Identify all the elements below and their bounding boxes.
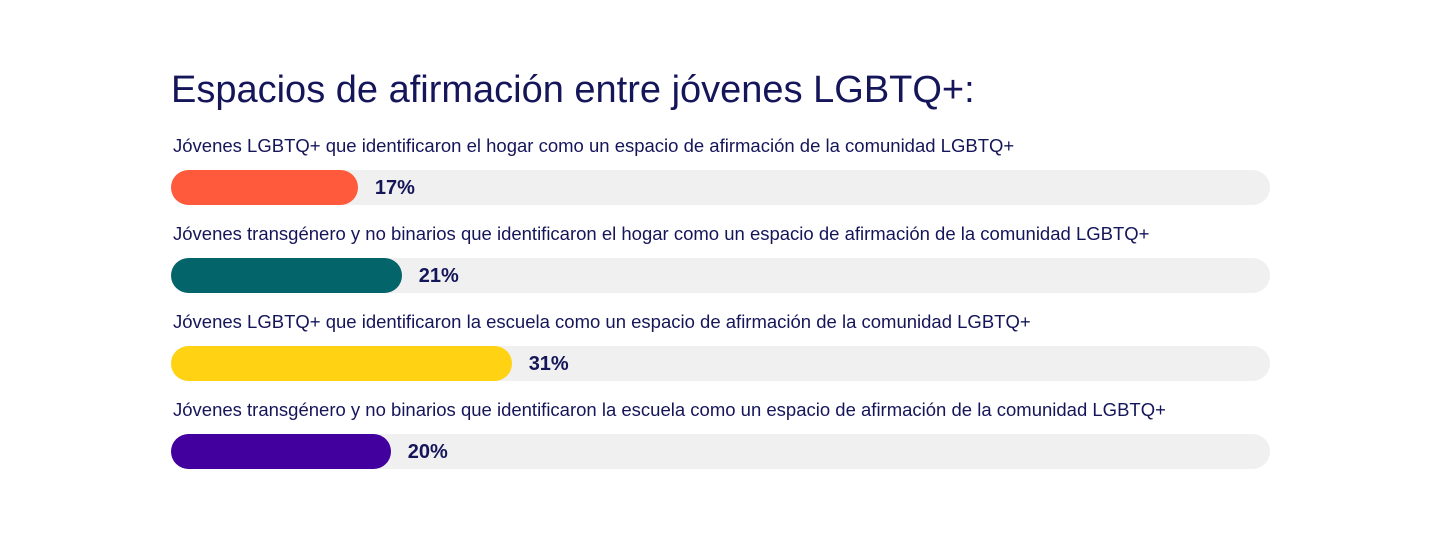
category-label: Jóvenes transgénero y no binarios que id…: [173, 399, 1166, 420]
bar-track: 20%: [171, 434, 1270, 469]
bar-track: 31%: [171, 346, 1270, 381]
bar-row: Jóvenes LGBTQ+ que identificaron la escu…: [171, 310, 1270, 398]
bar-row: Jóvenes transgénero y no binarios que id…: [171, 222, 1270, 310]
bar-track: 21%: [171, 258, 1270, 293]
value-label: 17%: [374, 177, 415, 199]
bar: [171, 258, 402, 293]
value-label: 31%: [528, 353, 569, 375]
bar-track: 17%: [171, 170, 1270, 205]
category-label: Jóvenes LGBTQ+ que identificaron la escu…: [173, 311, 1031, 332]
bar-chart: Espacios de afirmación entre jóvenes LGB…: [171, 66, 1270, 486]
bar: [171, 170, 358, 205]
chart-title: Espacios de afirmación entre jóvenes LGB…: [171, 69, 975, 111]
bar-row: Jóvenes transgénero y no binarios que id…: [171, 398, 1270, 486]
value-label: 20%: [407, 441, 448, 463]
bar-row: Jóvenes LGBTQ+ que identificaron el hoga…: [171, 134, 1270, 222]
bar: [171, 346, 512, 381]
bar: [171, 434, 391, 469]
category-label: Jóvenes LGBTQ+ que identificaron el hoga…: [173, 135, 1015, 156]
bar-rows: Jóvenes LGBTQ+ que identificaron el hoga…: [171, 134, 1270, 486]
category-label: Jóvenes transgénero y no binarios que id…: [173, 223, 1150, 244]
value-label: 21%: [418, 265, 459, 287]
